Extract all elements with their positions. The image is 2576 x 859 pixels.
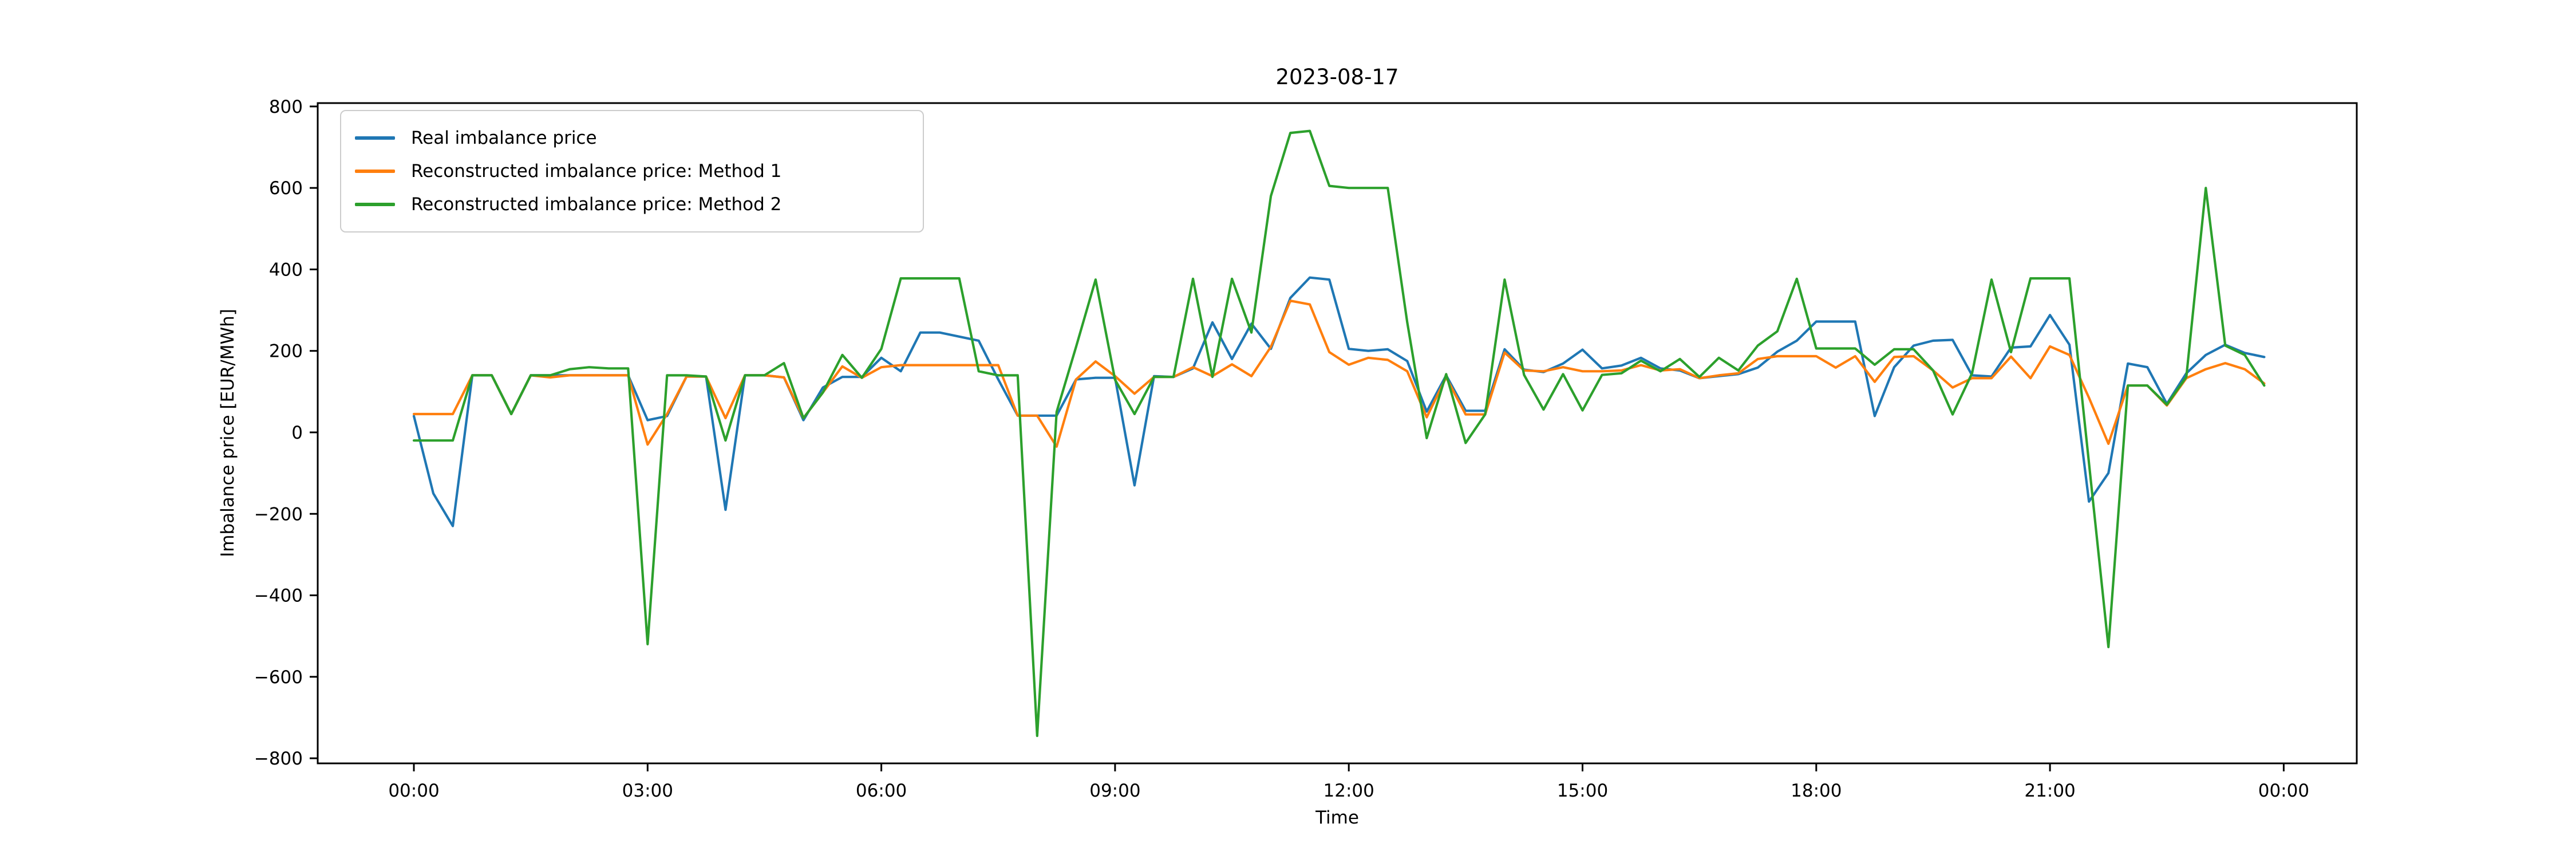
legend: Real imbalance price Reconstructed imbal… — [340, 110, 924, 233]
y-tick-label: 200 — [269, 341, 303, 362]
series-lines — [412, 129, 2266, 738]
legend-item-real: Real imbalance price — [355, 121, 909, 155]
y-tick-label: 0 — [291, 423, 303, 443]
legend-line-sample-orange — [355, 170, 395, 173]
axes-frame — [317, 102, 2358, 765]
x-tick-label: 21:00 — [2024, 781, 2075, 801]
legend-label: Real imbalance price — [411, 128, 597, 148]
y-tick-label: −800 — [254, 748, 303, 769]
x-tick-label: 15:00 — [1557, 781, 1608, 801]
y-tick-label: −400 — [254, 586, 303, 606]
x-tick-label: 00:00 — [2258, 781, 2309, 801]
series-line-1 — [412, 276, 2266, 527]
y-tick-label: −200 — [254, 504, 303, 525]
axis-ticks: 00:00 03:00 06:00 09:00 12:00 15:00 18:00 21:00… — [254, 97, 2309, 801]
x-tick-label: 09:00 — [1089, 781, 1140, 801]
x-axis-label: Time — [1315, 807, 1359, 828]
series-line-2 — [412, 300, 2266, 448]
legend-label: Reconstructed imbalance price: Method 2 — [411, 194, 782, 215]
x-tick-label: 06:00 — [856, 781, 907, 801]
legend-line-sample-green — [355, 203, 395, 206]
y-tick-label: 800 — [269, 97, 303, 117]
x-tick-label: 03:00 — [622, 781, 673, 801]
y-tick-label: 400 — [269, 259, 303, 280]
legend-line-sample-blue — [355, 136, 395, 140]
legend-label: Reconstructed imbalance price: Method 1 — [411, 161, 782, 182]
chart-title: 2023-08-17 — [1275, 65, 1399, 89]
y-tick-label: −600 — [254, 667, 303, 688]
x-tick-label: 12:00 — [1323, 781, 1374, 801]
series-line-3 — [412, 129, 2266, 738]
legend-item-method1: Reconstructed imbalance price: Method 1 — [355, 155, 909, 188]
x-tick-label: 00:00 — [388, 781, 439, 801]
x-tick-label: 18:00 — [1791, 781, 1842, 801]
legend-item-method2: Reconstructed imbalance price: Method 2 — [355, 188, 909, 221]
y-axis-label: Imbalance price [EUR/MWh] — [218, 309, 238, 557]
y-tick-label: 600 — [269, 178, 303, 199]
